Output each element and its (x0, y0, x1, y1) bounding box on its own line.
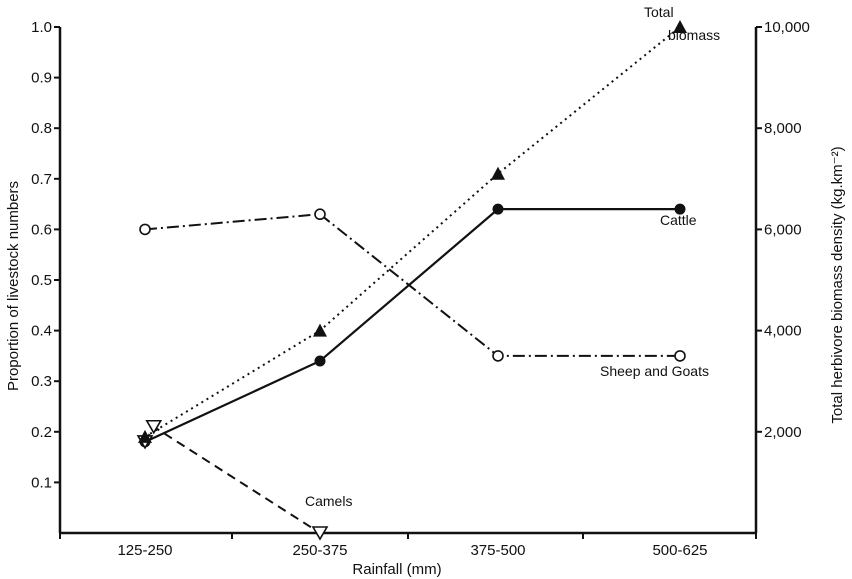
total-biomass-point (313, 323, 327, 337)
camels-line (144, 425, 321, 534)
series-layer: Cattle Sheep and Goats Camels Total biomass (136, 4, 720, 541)
y-left-tick-label: 1.0 (31, 19, 52, 36)
camels-point (145, 419, 163, 435)
y-right-tick-label: 2,000 (764, 424, 802, 441)
cattle-label: Cattle (660, 212, 697, 228)
y-left-tick-label: 0.4 (31, 323, 52, 340)
x-tick-label: 125-250 (117, 542, 172, 559)
cattle-line (144, 208, 680, 443)
sheep-and-goats-label: Sheep and Goats (600, 363, 709, 379)
x-tick-label: 375-500 (470, 542, 525, 559)
axes: 0.1 0.2 0.3 0.4 0.5 0.6 0.7 0.8 0.9 1.0 2,000 4,000… (31, 19, 810, 559)
x-axis-title: Rainfall (mm) (352, 561, 441, 578)
sheep-and-goats-point (492, 350, 504, 362)
y-axis-left-title: Proportion of livestock numbers (5, 181, 22, 391)
sheep-and-goats-point (314, 208, 326, 221)
sheep-and-goats-point (674, 350, 686, 362)
y-left-tick-label: 0.8 (31, 120, 52, 137)
sheep-and-goats-line (144, 213, 680, 357)
y-left-tick-label: 0.9 (31, 70, 52, 87)
cattle-point (674, 203, 686, 215)
y-right-tick-label: 4,000 (764, 323, 802, 340)
y-left-tick-label: 0.2 (31, 424, 52, 441)
y-left-tick-label: 0.7 (31, 171, 52, 188)
y-left-tick-label: 0.3 (31, 373, 52, 390)
camels-point (311, 526, 329, 541)
x-tick-label: 250-375 (292, 542, 347, 559)
total-biomass-point (491, 166, 505, 180)
cattle-point (314, 355, 326, 367)
y-right-tick-label: 10,000 (764, 19, 810, 36)
total-biomass-point (673, 20, 687, 33)
total-biomass-label: Total (644, 4, 674, 20)
camels-label: Camels (305, 493, 352, 509)
x-tick-label: 500-625 (652, 542, 707, 559)
labels: Rainfall (mm) Proportion of livestock nu… (5, 146, 846, 578)
total-biomass-point (138, 429, 152, 443)
y-right-tick-label: 8,000 (764, 120, 802, 137)
total-biomass-label: biomass (668, 27, 720, 43)
cattle-point (492, 203, 504, 215)
y-left-tick-label: 0.6 (31, 221, 52, 238)
y-right-tick-label: 6,000 (764, 221, 802, 238)
y-left-tick-label: 0.1 (31, 474, 52, 491)
total-biomass-line (144, 26, 681, 438)
y-axis-right-title: Total herbivore biomass density (kg.km⁻²… (829, 146, 846, 423)
sheep-and-goats-point (139, 223, 151, 236)
y-left-tick-label: 0.5 (31, 272, 52, 289)
